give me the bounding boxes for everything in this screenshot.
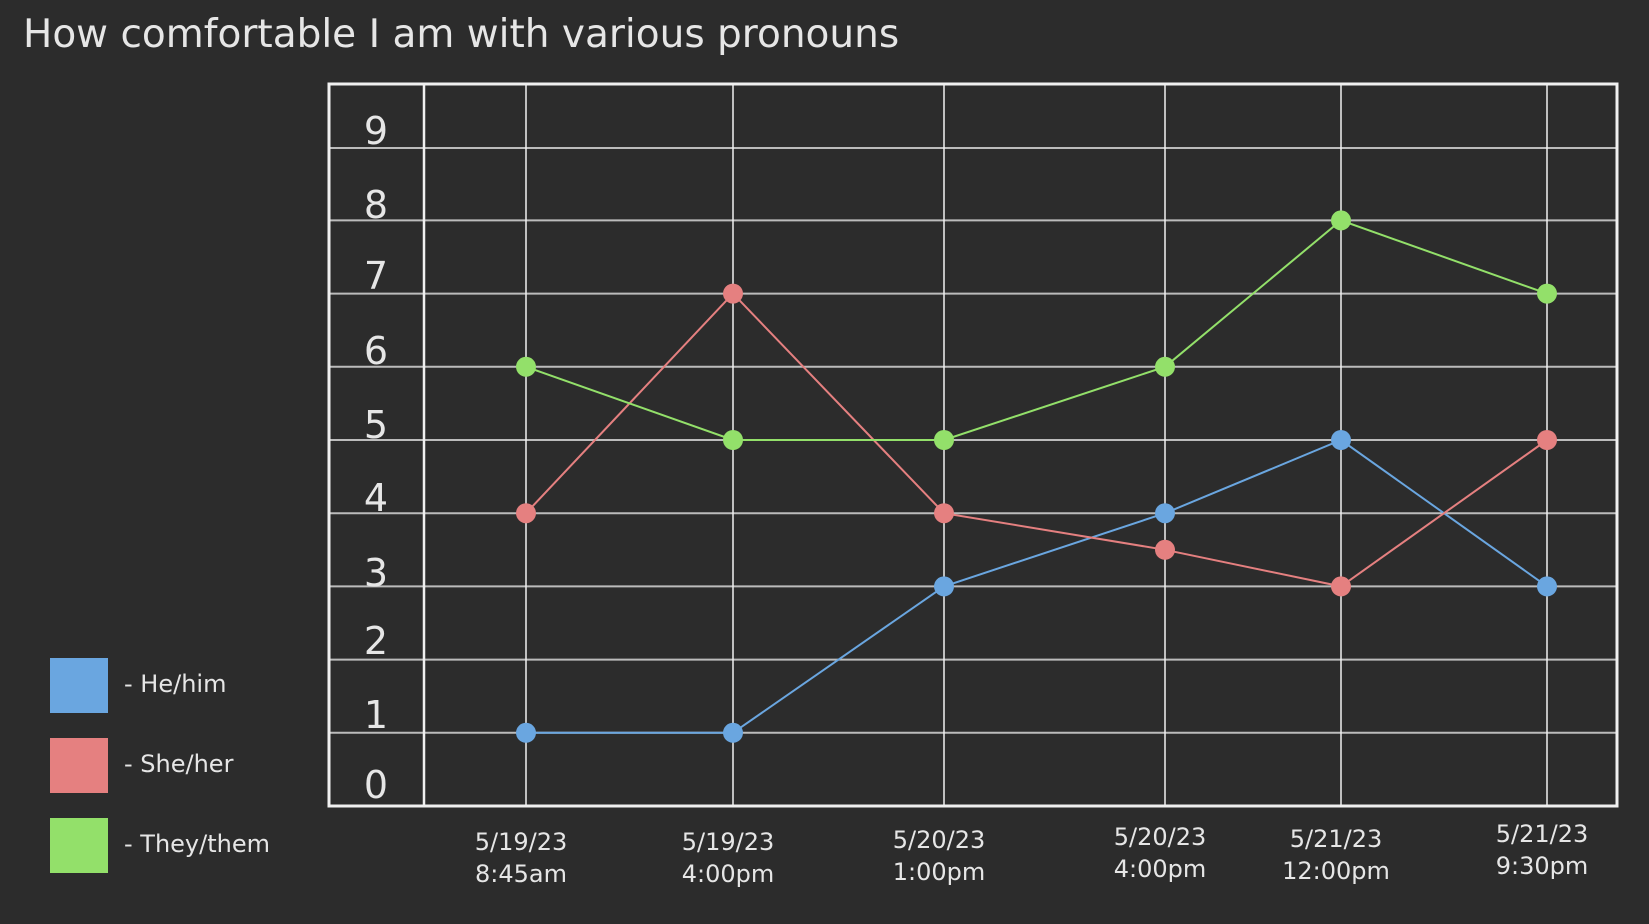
x-tick-label-3: 5/20/23 4:00pm xyxy=(1114,823,1207,883)
x-tick-label-date-2: 5/20/23 xyxy=(893,826,986,854)
data-point-they-them-4 xyxy=(1331,210,1351,231)
x-tick-label-date-0: 5/19/23 xyxy=(475,828,568,856)
data-point-he-him-5 xyxy=(1537,576,1557,597)
data-point-she-her-1 xyxy=(723,283,743,304)
x-tick-label-date-3: 5/20/23 xyxy=(1114,823,1207,851)
x-tick-label-date-4: 5/21/23 xyxy=(1290,825,1383,853)
data-point-she-her-5 xyxy=(1537,430,1557,450)
y-tick-label-4: 4 xyxy=(364,476,388,520)
data-point-they-them-2 xyxy=(934,430,954,450)
data-point-she-her-4 xyxy=(1331,576,1351,597)
y-tick-label-9: 9 xyxy=(364,109,388,153)
x-tick-label-5: 5/21/23 9:30pm xyxy=(1496,820,1589,880)
data-point-they-them-0 xyxy=(516,356,536,377)
data-point-they-them-3 xyxy=(1155,356,1175,377)
x-tick-label-0: 5/19/23 8:45am xyxy=(475,828,568,888)
x-tick-label-time-4: 12:00pm xyxy=(1282,857,1390,885)
x-tick-label-time-2: 1:00pm xyxy=(893,858,986,886)
y-tick-label-2: 2 xyxy=(364,619,388,663)
y-tick-label-7: 7 xyxy=(364,254,388,298)
legend-label-she-her: - She/her xyxy=(124,750,234,778)
legend-label-he-him: - He/him xyxy=(124,670,227,698)
legend-item-he-him: - He/him xyxy=(50,658,310,714)
y-tick-label-8: 8 xyxy=(364,183,388,227)
x-tick-label-2: 5/20/23 1:00pm xyxy=(893,826,986,886)
data-point-he-him-1 xyxy=(723,722,743,743)
data-point-he-him-2 xyxy=(934,576,954,597)
y-tick-label-3: 3 xyxy=(364,551,388,595)
x-tick-label-time-1: 4:00pm xyxy=(682,860,775,888)
series-line-she-her xyxy=(525,292,1548,588)
series-line-he-him xyxy=(526,438,1548,734)
data-point-he-him-0 xyxy=(516,722,536,743)
x-tick-label-time-5: 9:30pm xyxy=(1496,852,1589,880)
x-tick-label-time-0: 8:45am xyxy=(475,860,567,888)
x-tick-label-date-5: 5/21/23 xyxy=(1496,820,1589,848)
y-tick-label-6: 6 xyxy=(364,329,388,373)
legend-item-she-her: - She/her xyxy=(50,738,310,794)
x-tick-label-1: 5/19/23 4:00pm xyxy=(682,828,775,888)
data-point-he-him-4 xyxy=(1331,430,1351,450)
data-point-she-her-2 xyxy=(934,503,954,524)
legend-swatch-she-her xyxy=(50,738,108,793)
y-tick-label-5: 5 xyxy=(364,403,388,447)
data-point-he-him-3 xyxy=(1155,503,1175,524)
plot-frame xyxy=(327,82,1619,808)
chart-title: How comfortable I am with various pronou… xyxy=(23,12,900,57)
y-tick-label-0: 0 xyxy=(364,763,388,807)
legend-label-they-them: - They/them xyxy=(124,830,270,858)
data-point-they-them-5 xyxy=(1537,283,1557,304)
legend-swatch-they-them xyxy=(50,818,108,873)
legend-swatch-he-him xyxy=(50,658,108,713)
data-point-she-her-3 xyxy=(1155,539,1175,560)
data-point-she-her-0 xyxy=(516,503,536,524)
x-tick-label-time-3: 4:00pm xyxy=(1114,855,1207,883)
x-tick-label-date-1: 5/19/23 xyxy=(682,828,775,856)
x-tick-label-4: 5/21/23 12:00pm xyxy=(1282,825,1390,885)
legend-item-they-them: - They/them xyxy=(50,818,310,874)
series-line-they-them xyxy=(525,219,1548,441)
data-point-they-them-1 xyxy=(723,430,743,450)
y-tick-label-1: 1 xyxy=(364,693,388,737)
